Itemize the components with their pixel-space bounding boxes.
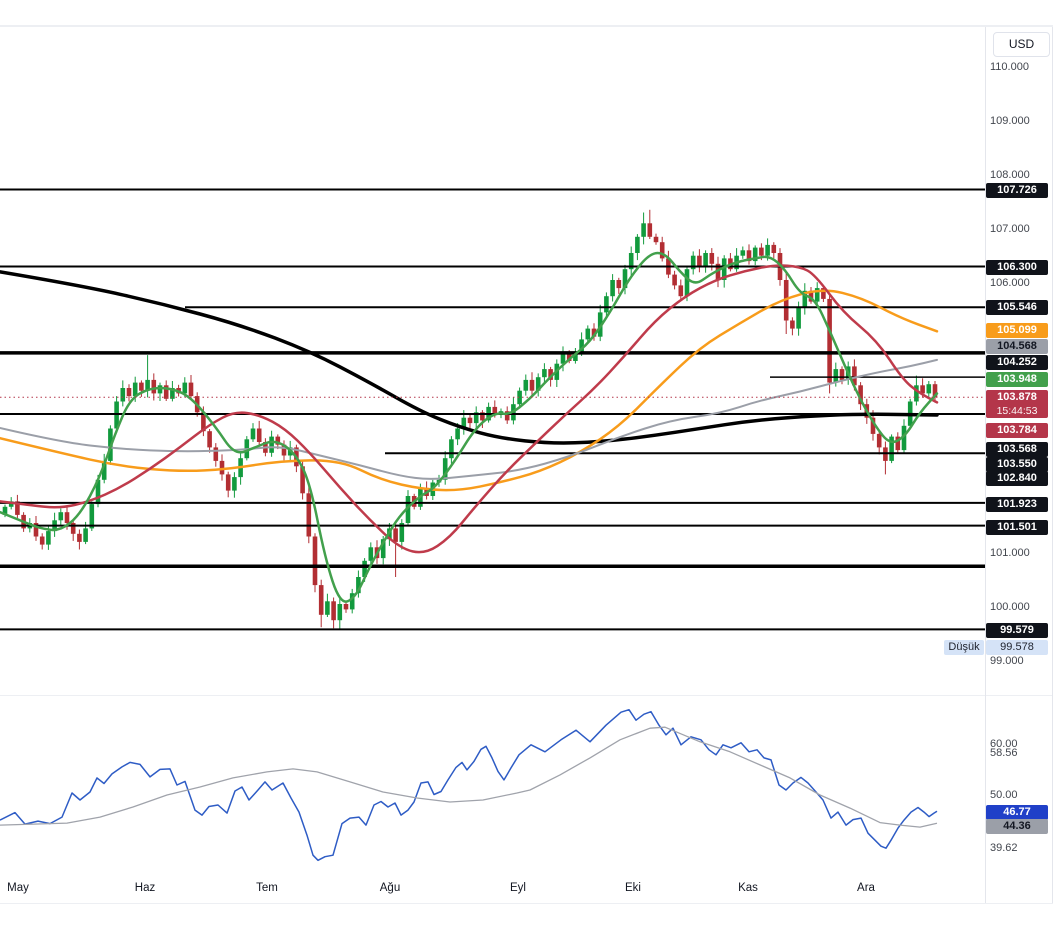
price-tick-label: 110.000: [990, 60, 1029, 73]
candles-layer: [2, 209, 938, 630]
price-label: 103.550: [986, 456, 1048, 472]
price-tick-label: 60.00: [990, 737, 1018, 750]
level-lines-layer: [0, 188, 985, 631]
low-marker-label: Düşük: [944, 639, 984, 655]
price-label: 103.948: [986, 371, 1048, 387]
currency-toggle-button[interactable]: USD: [993, 32, 1050, 57]
pane-separator[interactable]: [0, 695, 1053, 696]
time-axis-label: Ara: [857, 882, 875, 894]
price-tick-label: 106.000: [990, 276, 1030, 289]
ma-gray: [0, 358, 938, 480]
price-tick-label: 58.56: [990, 746, 1018, 759]
price-tick-label: 99.000: [990, 654, 1024, 667]
price-label: 104.252: [986, 354, 1048, 370]
price-tick-label: 108.000: [990, 168, 1030, 181]
time-axis-label: Haz: [134, 882, 156, 894]
right-border: [1052, 27, 1053, 903]
price-label: 103.784: [986, 422, 1048, 438]
top-border: [0, 25, 1053, 27]
time-axis-label: Eki: [625, 882, 641, 894]
price-label: 107.726: [986, 182, 1048, 198]
price-tick-label: 107.000: [990, 222, 1030, 235]
time-axis-label: Kas: [738, 882, 758, 894]
ma-orange: [0, 289, 939, 492]
bar-countdown: 15:44:53: [996, 405, 1038, 418]
price-tick-label: 39.62: [990, 841, 1018, 854]
bottom-border: [0, 903, 1053, 904]
price-label: 102.840: [986, 470, 1048, 486]
time-axis-label: Tem: [256, 882, 278, 894]
rsi-line: [0, 708, 938, 862]
price-label: 101.501: [986, 519, 1048, 535]
price-tick-label: 109.000: [990, 114, 1030, 127]
price-tick-label: 101.000: [990, 546, 1030, 559]
price-tick-label: 100.000: [990, 600, 1030, 613]
price-tick-label: 50.00: [990, 788, 1018, 801]
price-label: 106.300: [986, 259, 1048, 275]
time-axis-label: Ağu: [379, 882, 401, 894]
current-price-label: 103.878 15:44:53: [986, 390, 1048, 419]
price-label: 101.923: [986, 496, 1048, 512]
price-label: 99.579: [986, 622, 1048, 638]
current-price-value: 103.878: [997, 391, 1037, 404]
price-label: 105.099: [986, 322, 1048, 338]
price-label: 46.77: [986, 804, 1048, 820]
price-axis-border: [985, 27, 986, 903]
time-axis-label: May: [7, 882, 29, 894]
ma-green: [0, 251, 939, 603]
rsi-signal-line: [0, 726, 938, 828]
ma-black-slow: [0, 270, 939, 445]
time-axis-label: Eyl: [510, 882, 526, 894]
price-label: 103.568: [986, 441, 1048, 457]
price-label: 104.568: [986, 338, 1048, 354]
low-marker-value: 99.578: [986, 639, 1048, 655]
price-label: 105.546: [986, 299, 1048, 315]
ma-red: [0, 264, 939, 554]
price-label: 44.36: [986, 818, 1048, 834]
